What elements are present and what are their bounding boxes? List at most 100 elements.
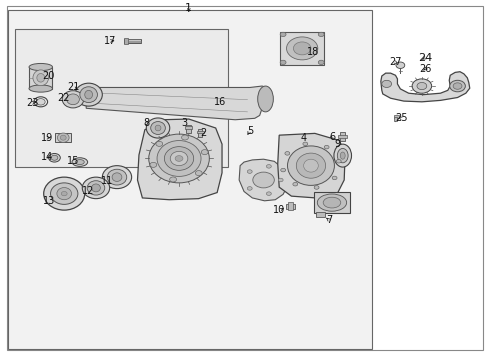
Ellipse shape xyxy=(155,125,161,131)
Circle shape xyxy=(36,99,45,105)
Ellipse shape xyxy=(72,158,88,166)
Circle shape xyxy=(278,178,283,182)
Circle shape xyxy=(175,156,183,161)
Circle shape xyxy=(318,60,324,64)
Circle shape xyxy=(170,177,176,182)
Ellipse shape xyxy=(102,166,132,189)
Text: 12: 12 xyxy=(81,186,94,197)
Ellipse shape xyxy=(44,177,85,210)
Text: 1: 1 xyxy=(185,3,192,13)
Text: 13: 13 xyxy=(44,196,56,206)
Text: 3: 3 xyxy=(181,118,187,128)
Bar xyxy=(124,38,128,44)
Ellipse shape xyxy=(29,63,52,71)
Ellipse shape xyxy=(67,94,79,105)
Circle shape xyxy=(318,32,324,37)
Ellipse shape xyxy=(164,147,194,170)
Circle shape xyxy=(182,135,189,140)
Ellipse shape xyxy=(75,83,102,106)
Ellipse shape xyxy=(151,122,165,134)
Ellipse shape xyxy=(85,90,93,99)
Bar xyxy=(186,125,191,133)
Text: 7: 7 xyxy=(326,215,332,225)
Text: 19: 19 xyxy=(41,133,53,143)
Text: 16: 16 xyxy=(215,97,227,107)
Bar xyxy=(315,192,349,213)
Ellipse shape xyxy=(60,135,66,140)
Text: 10: 10 xyxy=(273,206,285,216)
Text: 21: 21 xyxy=(67,82,79,93)
Ellipse shape xyxy=(57,188,72,200)
Ellipse shape xyxy=(33,70,49,86)
Circle shape xyxy=(450,80,465,92)
Ellipse shape xyxy=(57,133,69,142)
Bar xyxy=(280,32,324,64)
Polygon shape xyxy=(239,159,287,201)
Circle shape xyxy=(336,159,341,163)
Circle shape xyxy=(201,150,208,155)
Ellipse shape xyxy=(296,153,326,178)
Bar xyxy=(288,202,293,210)
Polygon shape xyxy=(86,86,272,120)
Circle shape xyxy=(324,145,329,149)
Bar xyxy=(198,129,202,137)
Circle shape xyxy=(417,82,427,90)
Bar xyxy=(317,212,325,217)
Ellipse shape xyxy=(82,177,110,199)
Bar xyxy=(196,131,204,134)
Ellipse shape xyxy=(304,159,318,172)
Text: 24: 24 xyxy=(417,53,432,63)
Bar xyxy=(55,134,71,142)
Ellipse shape xyxy=(62,91,84,108)
Ellipse shape xyxy=(323,197,341,208)
Bar xyxy=(124,40,141,43)
Ellipse shape xyxy=(50,183,78,204)
Circle shape xyxy=(412,79,432,93)
Circle shape xyxy=(267,165,271,168)
Ellipse shape xyxy=(157,140,201,176)
Ellipse shape xyxy=(147,118,170,138)
Text: 2: 2 xyxy=(200,129,207,138)
Polygon shape xyxy=(138,119,222,200)
Bar xyxy=(8,10,372,348)
Bar xyxy=(394,117,397,121)
Bar xyxy=(29,67,52,89)
Ellipse shape xyxy=(87,181,105,195)
Circle shape xyxy=(150,162,157,167)
Bar xyxy=(185,126,192,129)
Ellipse shape xyxy=(37,73,45,82)
Circle shape xyxy=(293,183,298,186)
Circle shape xyxy=(332,176,337,180)
Text: 9: 9 xyxy=(335,139,341,149)
Ellipse shape xyxy=(288,146,334,185)
Text: 11: 11 xyxy=(101,176,113,186)
Circle shape xyxy=(280,32,286,37)
Text: 27: 27 xyxy=(389,57,402,67)
Circle shape xyxy=(51,155,58,160)
Circle shape xyxy=(196,171,202,176)
Text: 26: 26 xyxy=(419,64,432,74)
Bar xyxy=(286,204,295,209)
Ellipse shape xyxy=(334,144,351,167)
Circle shape xyxy=(247,186,252,190)
Text: 4: 4 xyxy=(300,133,307,143)
Circle shape xyxy=(281,168,286,172)
Circle shape xyxy=(253,172,274,188)
Text: 25: 25 xyxy=(395,113,408,123)
Text: 15: 15 xyxy=(67,156,79,166)
Circle shape xyxy=(287,37,318,60)
Circle shape xyxy=(314,186,319,189)
Circle shape xyxy=(285,152,290,155)
Ellipse shape xyxy=(29,85,52,92)
Polygon shape xyxy=(381,72,470,102)
Circle shape xyxy=(396,62,405,68)
Circle shape xyxy=(49,153,60,162)
Polygon shape xyxy=(278,134,345,198)
Ellipse shape xyxy=(149,134,209,183)
Bar xyxy=(338,135,346,138)
Ellipse shape xyxy=(92,184,100,192)
Ellipse shape xyxy=(340,152,345,159)
Bar xyxy=(393,116,399,118)
Text: 17: 17 xyxy=(104,36,117,46)
Ellipse shape xyxy=(112,173,122,181)
